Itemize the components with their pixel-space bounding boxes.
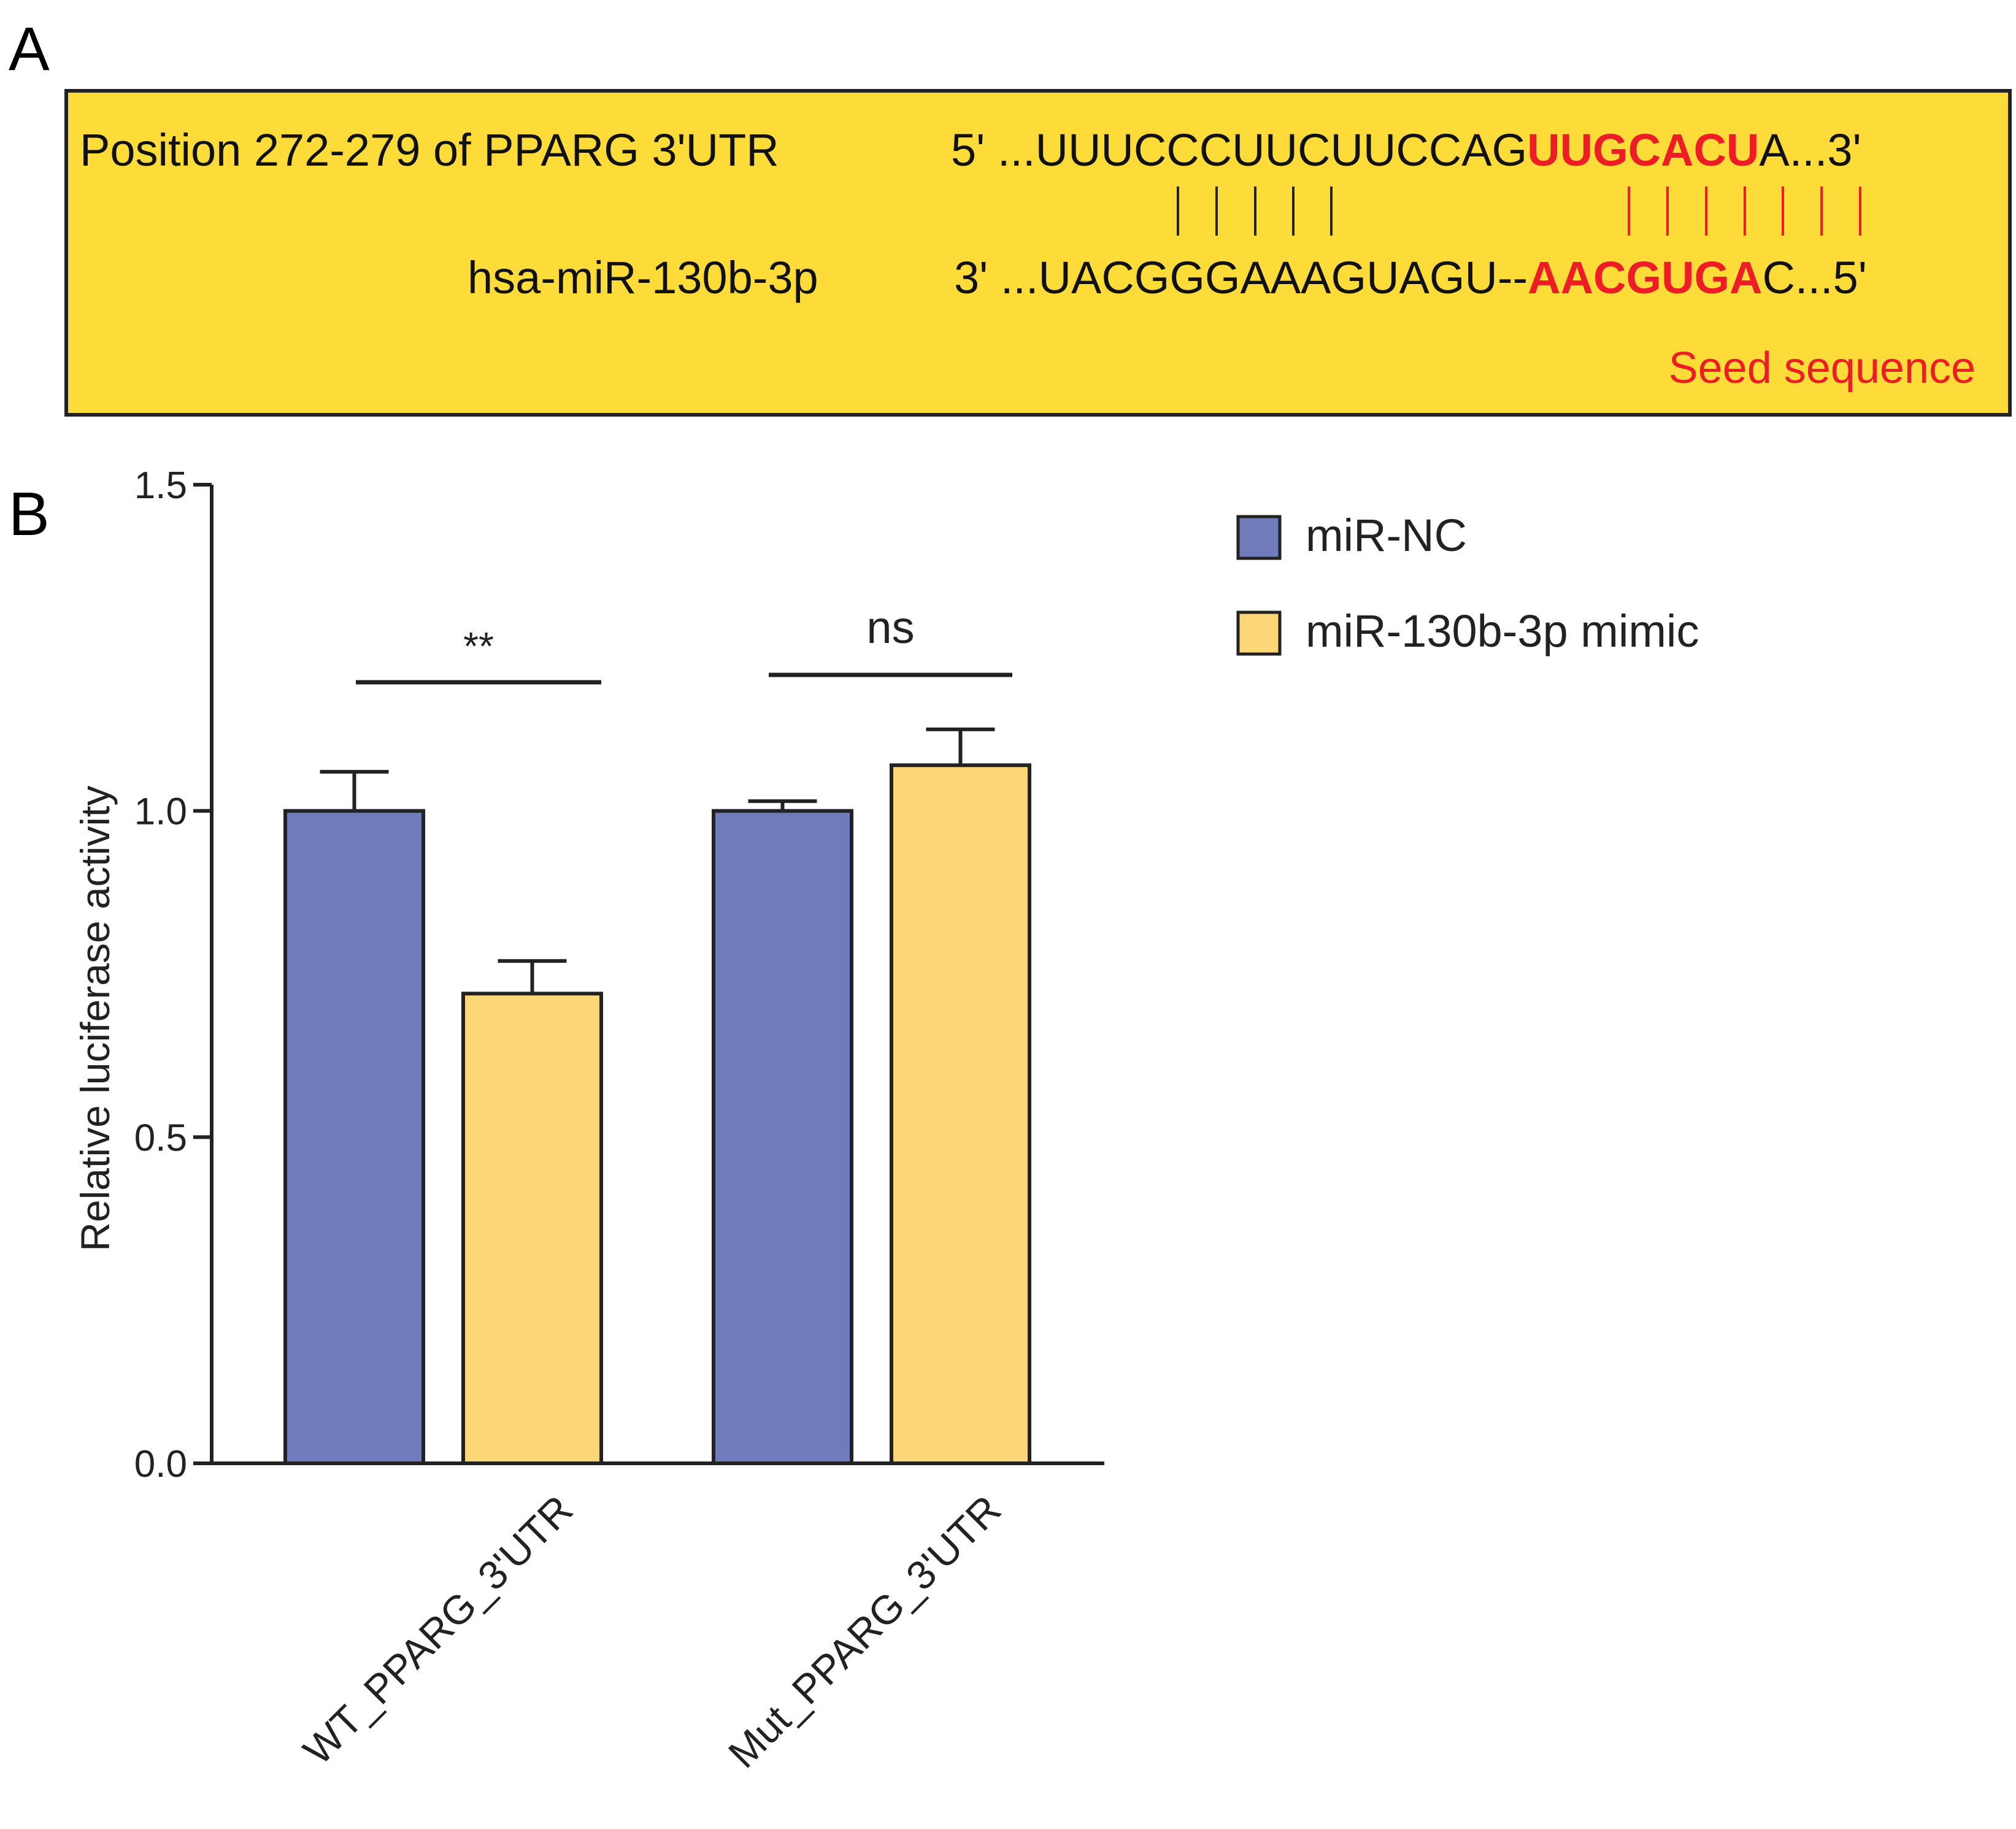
significance-label: **: [463, 624, 494, 668]
panel-b-letter: B: [9, 480, 50, 549]
utr-suffix: A...3': [1759, 125, 1861, 175]
bar: [712, 809, 853, 1465]
y-tick-label: 1.5: [134, 464, 187, 507]
mir-sequence: 3' ...UACGGGAAAGUAGU--AACGUGAC...5': [954, 252, 1867, 303]
x-tick-label: WT_PPARG_3'UTR: [294, 1487, 581, 1773]
y-tick-label: 1.0: [134, 791, 187, 833]
mir-label: hsa-miR-130b-3p: [467, 252, 818, 303]
y-axis-label: Relative luciferase activity: [72, 785, 118, 1251]
mir-suffix: C...5': [1762, 252, 1866, 303]
pairing-lines-black: [1177, 187, 1333, 236]
significance-label: ns: [866, 602, 914, 653]
x-tick-label: Mut_PPARG_3'UTR: [720, 1487, 1010, 1777]
bar: [283, 809, 425, 1465]
utr-seed: UUGCACU: [1527, 125, 1759, 175]
legend-swatch: [1236, 515, 1282, 560]
mir-prefix: 3' ...UACGGGAAAGUAGU--: [954, 252, 1528, 303]
panel-a-letter: A: [9, 15, 50, 83]
utr-sequence: 5' ...UUUCCCUUCUUCCAGUUGCACUA...3': [951, 125, 1861, 175]
bar-chart: 0.0 0.5 1.0 1.5 Relative luciferase activity…: [72, 464, 1699, 1776]
utr-prefix: 5' ...UUUCCCUUCUUCCAG: [951, 125, 1527, 175]
pairing-lines-seed: [1628, 187, 1861, 236]
seed-caption: Seed sequence: [1669, 344, 1976, 393]
y-tick-label: 0.0: [134, 1443, 187, 1485]
bar: [890, 763, 1031, 1465]
y-tick-label: 0.5: [134, 1117, 187, 1159]
legend-label: miR-130b-3p mimic: [1306, 606, 1699, 657]
utr-label: Position 272-279 of PPARG 3'UTR: [80, 125, 779, 175]
sequence-box: [64, 89, 2012, 417]
legend-swatch: [1236, 610, 1282, 656]
mir-seed: AACGUGA: [1528, 252, 1762, 303]
bar: [461, 992, 603, 1465]
legend-label: miR-NC: [1306, 510, 1467, 561]
